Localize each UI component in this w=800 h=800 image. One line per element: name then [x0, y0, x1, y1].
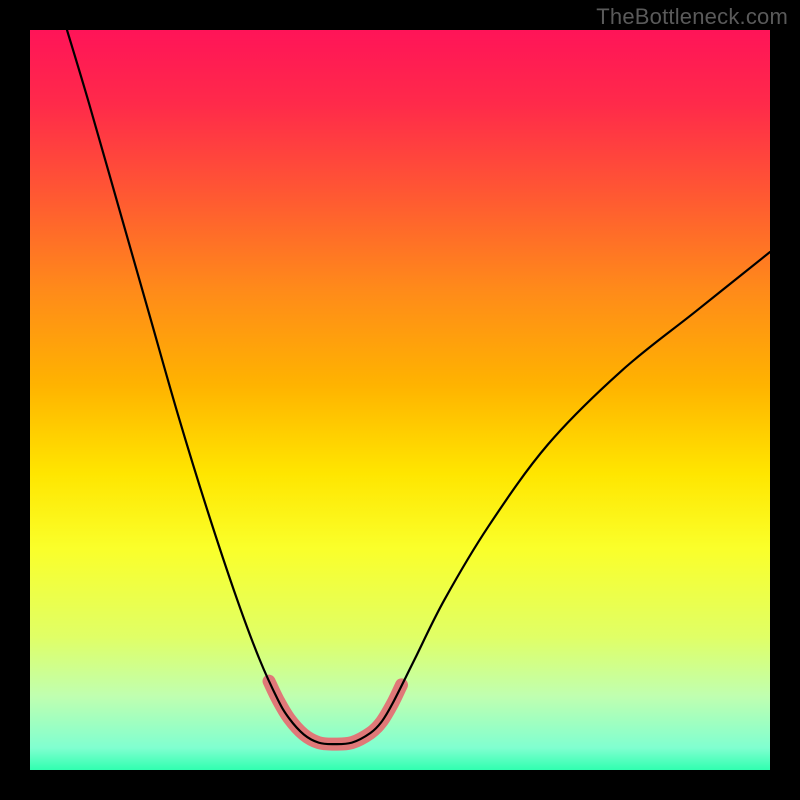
chart-container: TheBottleneck.com	[0, 0, 800, 800]
bottleneck-curve	[67, 30, 770, 744]
watermark-text: TheBottleneck.com	[596, 4, 788, 30]
valley-highlight-band	[269, 681, 401, 744]
curve-layer	[30, 30, 770, 770]
plot-area	[30, 30, 770, 770]
